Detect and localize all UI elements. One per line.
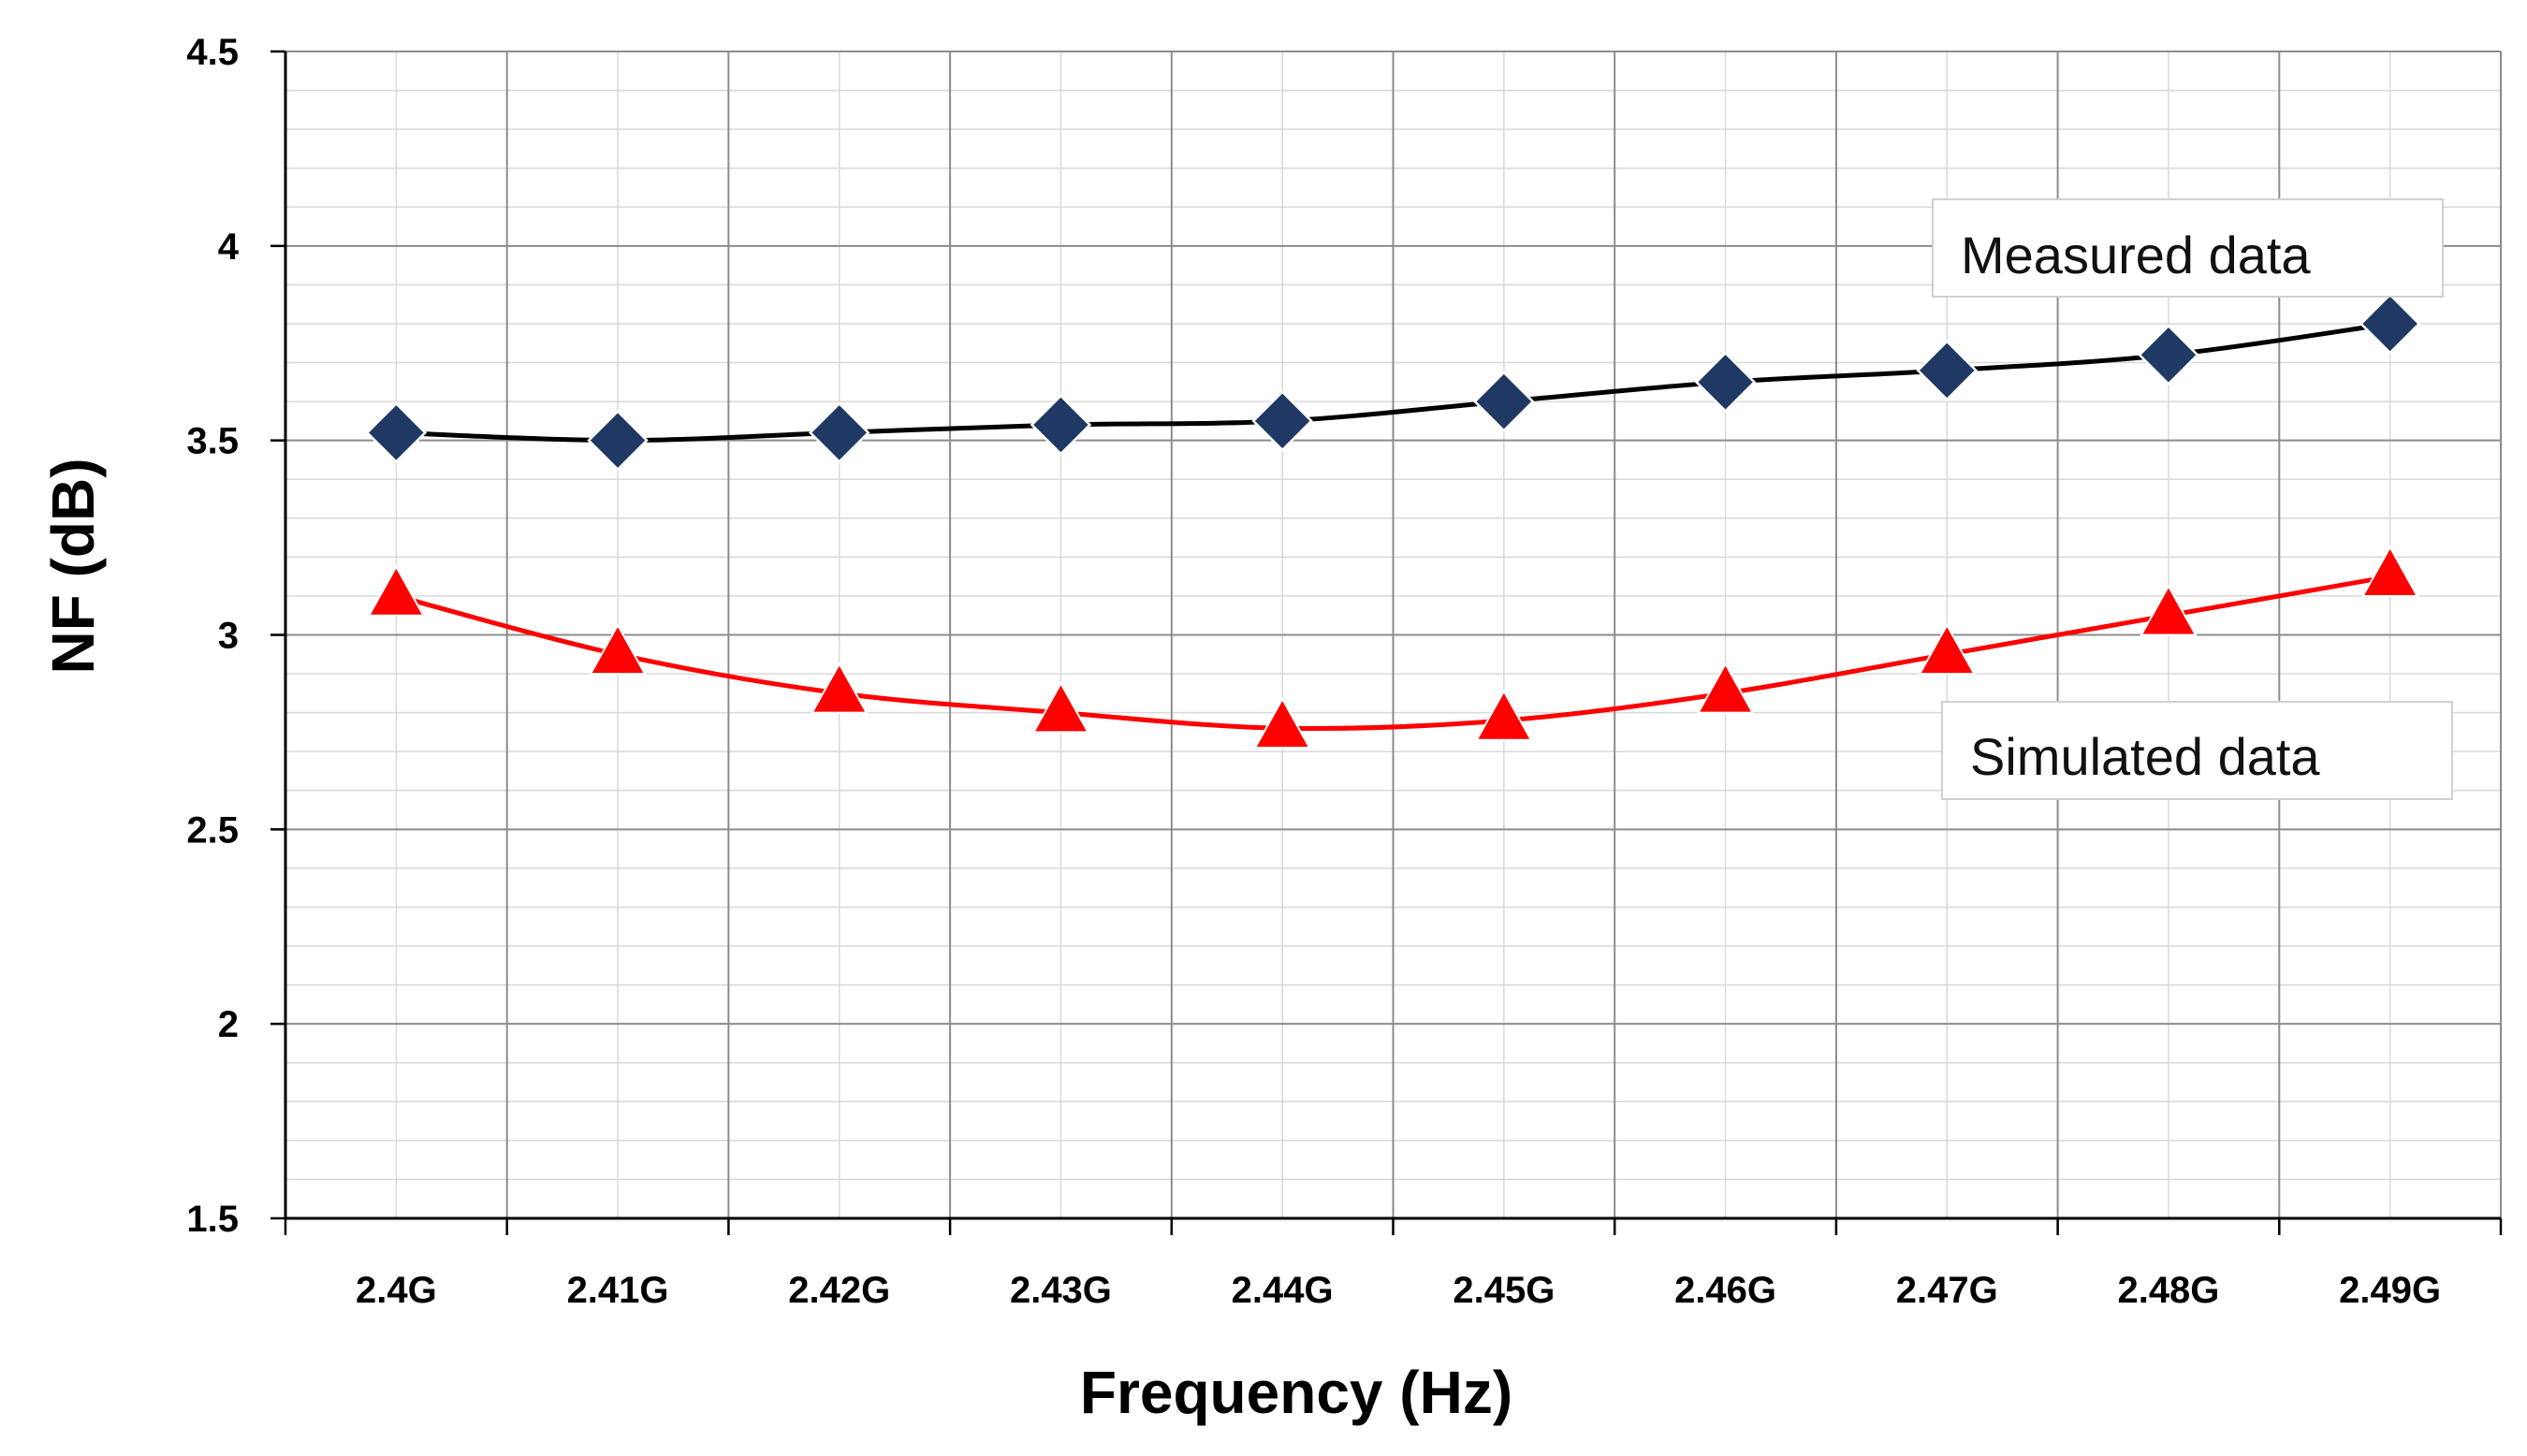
- x-tick-label: 2.44G: [1232, 1270, 1334, 1311]
- data-point-diamond: [1030, 394, 1092, 456]
- measured-callout-label: Measured data: [1961, 226, 2311, 284]
- series-1: [365, 293, 2421, 472]
- series-line: [395, 574, 2391, 732]
- y-tick-label: 3.5: [186, 421, 239, 462]
- data-point-diamond: [1694, 351, 1757, 414]
- data-point-triangle: [1918, 623, 1976, 676]
- x-tick-label: 2.43G: [1010, 1270, 1112, 1311]
- data-point-diamond: [1916, 340, 1979, 401]
- y-tick-label: 4: [218, 226, 240, 268]
- y-tick-label: 1.5: [186, 1199, 239, 1240]
- data-point-diamond: [1251, 390, 1313, 452]
- data-point-triangle: [367, 564, 426, 617]
- y-tick-labels: 1.5 2 2.5 3 3.5 4 4.5: [186, 32, 239, 1240]
- data-point-diamond: [2138, 324, 2199, 386]
- y-axis-title: NF (dB): [39, 458, 107, 674]
- measured-callout-box: [1932, 198, 2444, 298]
- measured-callout: Measured data: [1932, 198, 2444, 298]
- data-point-diamond: [365, 401, 428, 464]
- x-tick-label: 2.45G: [1453, 1270, 1555, 1311]
- x-tick-label: 2.47G: [1896, 1270, 1998, 1311]
- data-point-triangle: [2140, 584, 2198, 636]
- data-point-triangle: [1475, 689, 1533, 741]
- x-tick-label: 2.46G: [1674, 1270, 1776, 1311]
- simulated-callout-label: Simulated data: [1970, 727, 2320, 786]
- y-tick-label: 4.5: [186, 32, 239, 73]
- x-tick-label: 2.4G: [356, 1270, 437, 1311]
- x-tick-label: 2.41G: [567, 1270, 669, 1311]
- data-point-diamond: [1473, 371, 1535, 432]
- data-point-triangle: [2360, 545, 2419, 597]
- data-point-triangle: [811, 662, 869, 714]
- x-tick-labels: 2.4G 2.41G 2.42G 2.43G 2.44G 2.45G 2.46G 2.47G 2…: [356, 1270, 2441, 1311]
- series-2: [367, 545, 2419, 750]
- x-axis-title: Frequency (Hz): [1080, 1359, 1512, 1426]
- data-point-triangle: [589, 623, 647, 676]
- x-tick-label: 2.49G: [2339, 1270, 2441, 1311]
- data-point-triangle: [1031, 681, 1090, 734]
- simulated-callout-box: [1941, 701, 2453, 800]
- y-tick-label: 2: [218, 1004, 239, 1045]
- series-layer: [365, 293, 2421, 750]
- data-point-triangle: [1696, 662, 1755, 714]
- y-tick-label: 2.5: [186, 809, 239, 851]
- data-point-diamond: [587, 409, 649, 472]
- simulated-callout: Simulated data: [1941, 701, 2453, 800]
- data-point-diamond: [808, 401, 870, 464]
- data-point-triangle: [1253, 697, 1311, 750]
- x-tick-label: 2.42G: [788, 1270, 890, 1311]
- y-tick-label: 3: [218, 616, 239, 657]
- axes: [270, 50, 2503, 1235]
- series-line: [396, 321, 2390, 444]
- x-tick-label: 2.48G: [2117, 1270, 2219, 1311]
- data-point-diamond: [2359, 293, 2421, 355]
